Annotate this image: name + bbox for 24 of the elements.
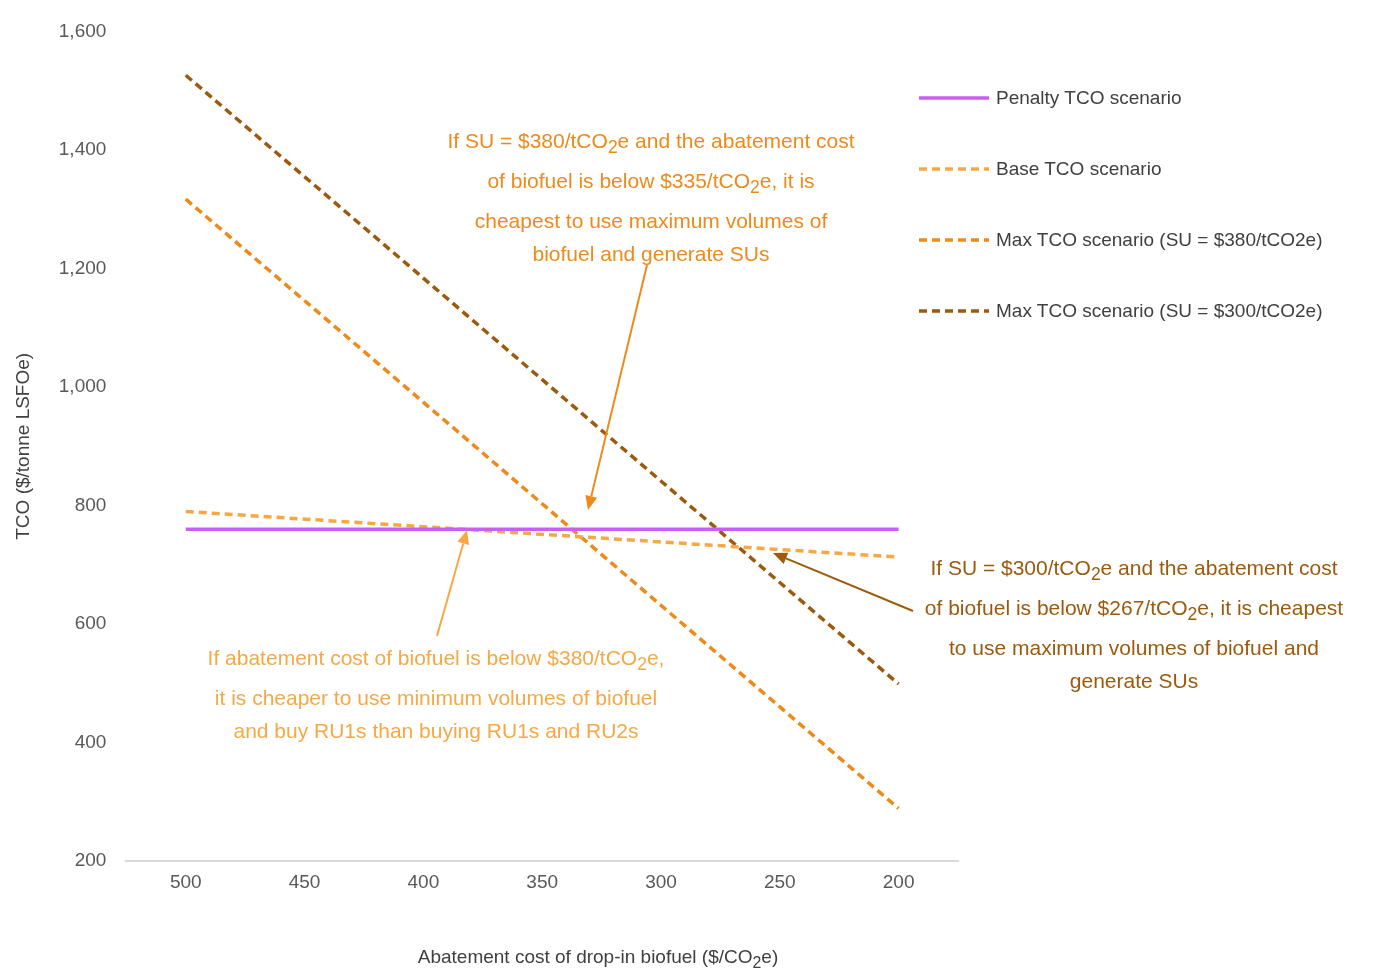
y-axis-title: TCO ($/tonne LSFOe) [11,352,33,540]
x-tick-label: 250 [763,870,796,892]
legend-label: Penalty TCO scenario [996,86,1182,109]
y-tick-label: 200 [74,849,107,871]
y-tick-label: 1,400 [58,138,107,160]
x-tick-label: 200 [882,870,915,892]
legend-label: Max TCO scenario (SU = $380/tCO2e) [996,228,1323,251]
y-tick-label: 1,000 [58,375,107,397]
legend-label: Base TCO scenario [996,157,1162,180]
x-tick-label: 350 [526,870,559,892]
x-tick-label: 450 [288,870,321,892]
y-tick-label: 400 [74,730,107,752]
annotation: If abatement cost of biofuel is below $380/tCO$_{2}$e, it is cheaper to use minimum volumes of biofuel and buy RU1s than buying RU1s and RU2s [206,645,666,745]
x-tick-label: 300 [645,870,677,892]
x-tick-label: 400 [407,870,440,892]
y-tick-label: 600 [74,612,107,634]
legend-label: Max TCO scenario (SU = $300/tCO2e) [996,299,1323,322]
annotation: If SU = $380/tCO$_{2}$e and the abatement cost of biofuel is below $335/tCO$_{2}$e, it is cheapest to use maximum volumes of biofuel and generate SUs [446,128,856,268]
y-tick-label: 800 [74,493,107,515]
y-tick-label: 1,200 [58,256,107,278]
x-tick-label: 500 [169,870,202,892]
annotation: If SU = $300/tCO$_{2}$e and the abatement cost of biofuel is below $267/tCO$_{2}$e, it is cheapest to use maximum volumes of biofuel and generate SUs [923,555,1345,695]
y-tick-label: 1,600 [58,19,107,41]
x-axis-title: Abatement cost of drop-in biofuel ($/CO$_{2}$e) [416,946,780,972]
